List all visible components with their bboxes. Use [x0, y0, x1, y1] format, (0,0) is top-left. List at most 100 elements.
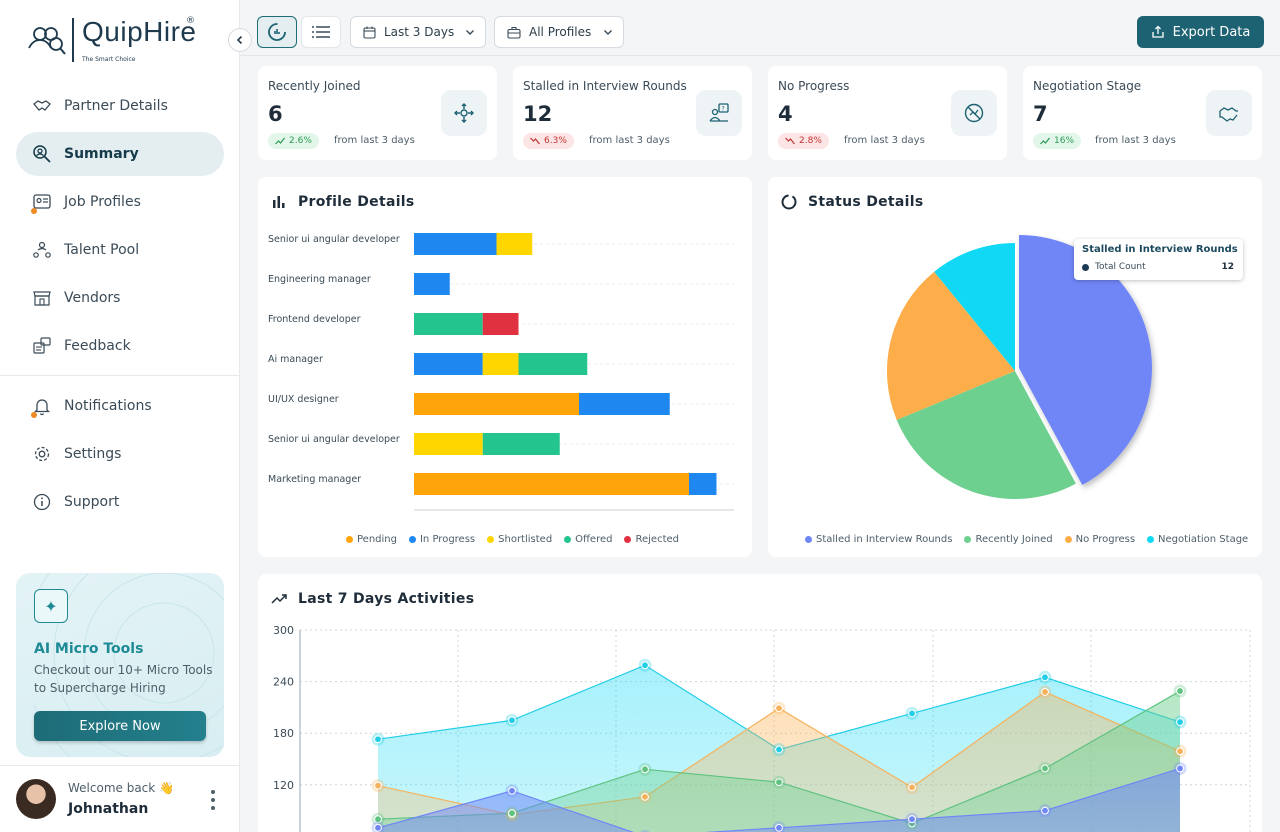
sidebar-item-vendors[interactable]: Vendors — [16, 276, 224, 320]
sidebar-item-label: Feedback — [64, 338, 131, 354]
feedback-icon — [32, 336, 52, 356]
data-point — [908, 783, 916, 792]
id-card-icon — [31, 192, 52, 214]
handshake-icon — [32, 96, 52, 116]
trend-badge: 2.8% — [778, 133, 829, 149]
trend-badge: 6.3% — [523, 133, 574, 149]
info-icon — [32, 492, 52, 512]
promo-title: AI Micro Tools — [34, 641, 144, 657]
data-point — [374, 781, 382, 790]
bar-segment — [482, 353, 519, 375]
sidebar-item-feedback[interactable]: Feedback — [16, 324, 224, 368]
sidebar-item-talent-pool[interactable]: Talent Pool — [16, 228, 224, 272]
sidebar-divider — [0, 375, 240, 376]
data-point — [1176, 687, 1184, 695]
bar-segment — [414, 313, 483, 335]
stat-card-stalled-interview[interactable]: Stalled in Interview Rounds 12 6.3% from… — [513, 66, 752, 160]
sidebar-item-label: Support — [64, 494, 120, 510]
bar-chart-legend: Pending In Progress Shortlisted Offered … — [346, 534, 679, 545]
sidebar-item-label: Job Profiles — [64, 194, 141, 210]
stat-value: 4 — [778, 102, 793, 126]
logo-people-icon — [28, 27, 66, 55]
data-point — [1176, 764, 1184, 773]
pie-slice — [1019, 235, 1152, 485]
profile-filter-value: All Profiles — [529, 25, 592, 39]
pie-slice — [934, 243, 1015, 371]
dashboard-gauge-icon — [268, 23, 286, 41]
stat-card-no-progress[interactable]: No Progress 4 2.8% from last 3 days — [768, 66, 1007, 160]
legend-item[interactable]: Rejected — [624, 534, 679, 545]
legend-item[interactable]: Shortlisted — [487, 534, 552, 545]
welcome-text: Welcome back 👋 — [68, 781, 174, 795]
sidebar-item-summary[interactable]: Summary — [16, 132, 224, 176]
legend-item[interactable]: Pending — [346, 534, 397, 545]
gear-icon — [32, 444, 52, 464]
tooltip-label: Total Count — [1095, 262, 1146, 272]
stat-subtext: from last 3 days — [1095, 135, 1176, 146]
chevron-down-icon — [466, 30, 474, 35]
legend-item[interactable]: In Progress — [408, 534, 475, 545]
data-point — [374, 815, 382, 824]
category-label: Senior ui angular developer — [268, 234, 400, 245]
list-view-toggle[interactable] — [301, 16, 341, 48]
bar-segment — [414, 273, 450, 295]
stat-title: Negotiation Stage — [1033, 79, 1142, 93]
trend-down-icon — [785, 137, 795, 145]
brand-logo[interactable]: QuipHire ® The Smart Choice — [26, 16, 206, 68]
explore-now-button[interactable]: Explore Now — [34, 711, 206, 741]
briefcase-icon — [507, 26, 521, 39]
trend-value: 2.8% — [799, 136, 822, 146]
stat-card-recently-joined[interactable]: Recently Joined 6 2.6% from last 3 days — [258, 66, 497, 160]
tooltip-dot — [1082, 263, 1089, 271]
promo-description: Checkout our 10+ Micro Tools to Supercha… — [34, 663, 213, 695]
chart-view-toggle[interactable] — [257, 16, 297, 48]
point-halo — [640, 829, 650, 832]
export-icon — [1151, 25, 1164, 38]
sidebar-item-partner-details[interactable]: Partner Details — [16, 84, 224, 128]
stat-subtext: from last 3 days — [334, 135, 415, 146]
collapse-sidebar-button[interactable] — [228, 28, 252, 52]
legend-item[interactable]: No Progress — [1064, 534, 1135, 545]
bar-segment — [414, 353, 483, 375]
search-user-icon — [32, 144, 52, 164]
stat-card-negotiation-stage[interactable]: Negotiation Stage 7 16% from last 3 days — [1023, 66, 1262, 160]
avatar[interactable] — [16, 779, 56, 819]
category-label: UI/UX designer — [268, 394, 339, 405]
bell-icon — [31, 396, 52, 418]
sidebar-item-notifications[interactable]: Notifications — [16, 384, 224, 428]
status-pie-chart — [887, 235, 1152, 499]
data-point — [641, 661, 649, 670]
card-title: Last 7 Days Activities — [298, 591, 475, 607]
calendar-icon — [363, 26, 376, 39]
legend-item[interactable]: Offered — [564, 534, 612, 545]
sidebar-item-support[interactable]: Support — [16, 480, 224, 524]
sidebar-item-settings[interactable]: Settings — [16, 432, 224, 476]
more-options-icon[interactable] — [210, 790, 216, 810]
date-range-select[interactable]: Last 3 Days — [350, 16, 486, 48]
legend-item[interactable]: Negotiation Stage — [1147, 534, 1248, 545]
trend-value: 2.6% — [289, 136, 312, 146]
stat-title: Stalled in Interview Rounds — [523, 79, 687, 93]
sidebar-item-job-profiles[interactable]: Job Profiles — [16, 180, 224, 224]
handshake-icon — [1206, 90, 1252, 136]
pie-slice — [896, 371, 1076, 499]
profile-details-card: Profile Details Senior ui angular develo… — [258, 177, 752, 557]
card-title: Status Details — [808, 194, 924, 210]
sidebar-item-label: Talent Pool — [64, 242, 140, 258]
sidebar: QuipHire ® The Smart Choice Partner Deta… — [0, 0, 240, 832]
trend-up-icon — [275, 137, 285, 145]
profile-filter-select[interactable]: All Profiles — [494, 16, 624, 48]
legend-item[interactable]: Stalled in Interview Rounds — [805, 534, 952, 545]
bar-segment — [689, 473, 717, 495]
stat-value: 6 — [268, 102, 283, 126]
activities-card: Last 7 Days Activities 300 240 180 120 — [258, 574, 1262, 832]
export-data-button[interactable]: Export Data — [1137, 16, 1264, 48]
bar-segment — [482, 433, 560, 455]
y-tick-label: 120 — [273, 779, 294, 792]
trend-badge: 16% — [1033, 133, 1082, 149]
brand-registered-mark: ® — [186, 16, 195, 26]
bar-segment — [518, 353, 588, 375]
legend-item[interactable]: Recently Joined — [964, 534, 1053, 545]
y-tick-label: 240 — [273, 676, 294, 689]
interview-icon: ? — [696, 90, 742, 136]
